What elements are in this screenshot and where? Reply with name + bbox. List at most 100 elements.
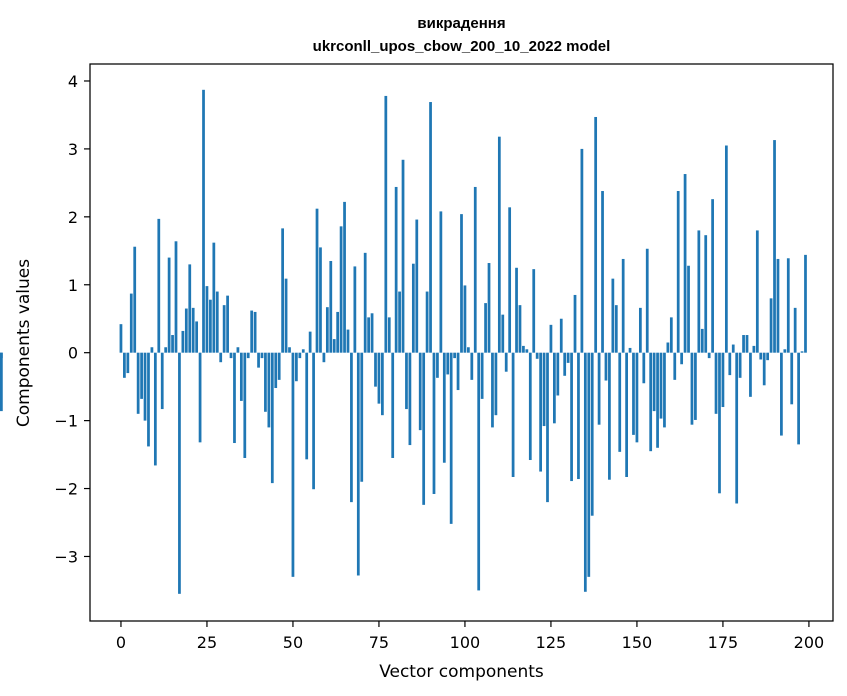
bar-component-18 xyxy=(181,330,185,353)
bar-component-125 xyxy=(549,324,553,353)
bar-component-159 xyxy=(666,342,670,353)
bar-component-26 xyxy=(209,299,212,353)
bar-component-63 xyxy=(336,311,340,353)
bar-component-40 xyxy=(257,352,260,368)
bar-component-103 xyxy=(473,186,477,353)
bar-component-112 xyxy=(504,352,508,372)
bar-component-140 xyxy=(601,191,604,353)
bar-component-45 xyxy=(274,352,278,389)
bar-component-101 xyxy=(467,347,470,353)
x-tick-label: 75 xyxy=(369,633,389,652)
y-axis-ticks: −3 −2 −1 0 1 2 3 4 xyxy=(54,72,90,566)
bar-component-48 xyxy=(284,278,288,353)
bar-component-120 xyxy=(532,269,536,353)
bar-component-14 xyxy=(167,257,171,353)
bar-component-166 xyxy=(690,352,694,425)
bar-component-46 xyxy=(277,352,281,380)
bar-component-8 xyxy=(147,352,150,447)
bar-component-107 xyxy=(487,263,491,353)
bar-component-80 xyxy=(394,186,398,353)
bar-component-165 xyxy=(687,265,690,353)
bar-component-51 xyxy=(295,352,298,382)
bar-component-143 xyxy=(611,278,615,353)
x-tick-label: 50 xyxy=(283,633,303,652)
bar-component-145 xyxy=(618,352,622,452)
bar-component-undefined xyxy=(0,352,3,412)
bar-component-105 xyxy=(480,352,484,399)
bar-component-122 xyxy=(539,352,542,472)
bar-component-146 xyxy=(621,258,625,353)
bar-component-11 xyxy=(157,218,161,353)
y-tick-label: −2 xyxy=(54,480,78,499)
bar-component-173 xyxy=(714,352,718,414)
bar-component-135 xyxy=(583,352,587,592)
bar-component-100 xyxy=(463,285,467,353)
bar-component-67 xyxy=(350,352,353,503)
bar-component-183 xyxy=(749,352,752,397)
bar-component-19 xyxy=(184,308,188,353)
y-tick-label: 3 xyxy=(68,140,78,159)
bar-component-20 xyxy=(188,264,192,353)
bar-component-6 xyxy=(140,352,143,399)
bar-component-185 xyxy=(755,230,759,353)
bar-component-162 xyxy=(676,191,680,353)
bar-component-110 xyxy=(497,136,501,353)
bar-component-104 xyxy=(477,352,481,591)
bar-component-199 xyxy=(804,254,807,353)
bar-component-43 xyxy=(267,352,271,428)
bar-component-119 xyxy=(528,352,532,461)
x-tick-label: 125 xyxy=(536,633,567,652)
bar-component-53 xyxy=(301,349,305,353)
bar-component-70 xyxy=(360,352,364,482)
bar-component-1 xyxy=(123,352,126,378)
bar-component-181 xyxy=(742,335,745,353)
x-tick-label: 200 xyxy=(794,633,825,652)
bar-component-109 xyxy=(494,352,498,416)
bar-component-169 xyxy=(700,328,704,353)
bar-component-3 xyxy=(129,293,133,353)
bar-component-90 xyxy=(429,102,432,353)
bar-component-180 xyxy=(738,352,742,378)
bar-component-69 xyxy=(356,352,360,576)
bar-component-42 xyxy=(264,352,267,412)
bar-component-5 xyxy=(136,352,140,414)
x-tick-label: 175 xyxy=(708,633,739,652)
bar-component-131 xyxy=(570,352,573,482)
bar-component-138 xyxy=(594,116,598,353)
bar-component-0 xyxy=(119,324,123,353)
bar-component-168 xyxy=(697,230,701,353)
bar-component-49 xyxy=(288,347,291,353)
bar-component-31 xyxy=(226,295,229,353)
bar-component-177 xyxy=(728,352,732,376)
bar-component-57 xyxy=(315,208,319,353)
bar-component-157 xyxy=(659,352,663,419)
bar-component-171 xyxy=(707,352,711,359)
bar-component-73 xyxy=(370,313,374,353)
bar-component-137 xyxy=(590,352,594,516)
bar-component-76 xyxy=(381,352,384,416)
bar-component-188 xyxy=(766,352,770,361)
bar-component-130 xyxy=(566,352,570,363)
bar-component-7 xyxy=(143,352,147,421)
y-tick-label: −3 xyxy=(54,547,78,566)
bar-component-10 xyxy=(153,352,157,466)
bar-component-134 xyxy=(580,148,584,353)
bar-component-44 xyxy=(270,352,274,484)
bar-component-55 xyxy=(308,331,312,353)
bar-component-198 xyxy=(800,351,804,353)
bar-component-64 xyxy=(339,226,343,353)
bar-component-56 xyxy=(312,352,315,490)
bar-component-78 xyxy=(387,317,391,353)
bar-component-178 xyxy=(731,344,735,353)
bar-component-84 xyxy=(408,352,412,446)
bar-component-38 xyxy=(250,310,254,353)
bar-component-176 xyxy=(724,145,728,353)
bar-component-193 xyxy=(783,349,787,353)
bar-component-142 xyxy=(608,352,611,480)
bar-component-114 xyxy=(511,352,515,477)
y-tick-label: 4 xyxy=(68,72,78,91)
bar-component-22 xyxy=(195,321,199,353)
bar-component-115 xyxy=(515,267,518,353)
bar-component-34 xyxy=(236,347,240,353)
bar-component-179 xyxy=(735,352,739,504)
